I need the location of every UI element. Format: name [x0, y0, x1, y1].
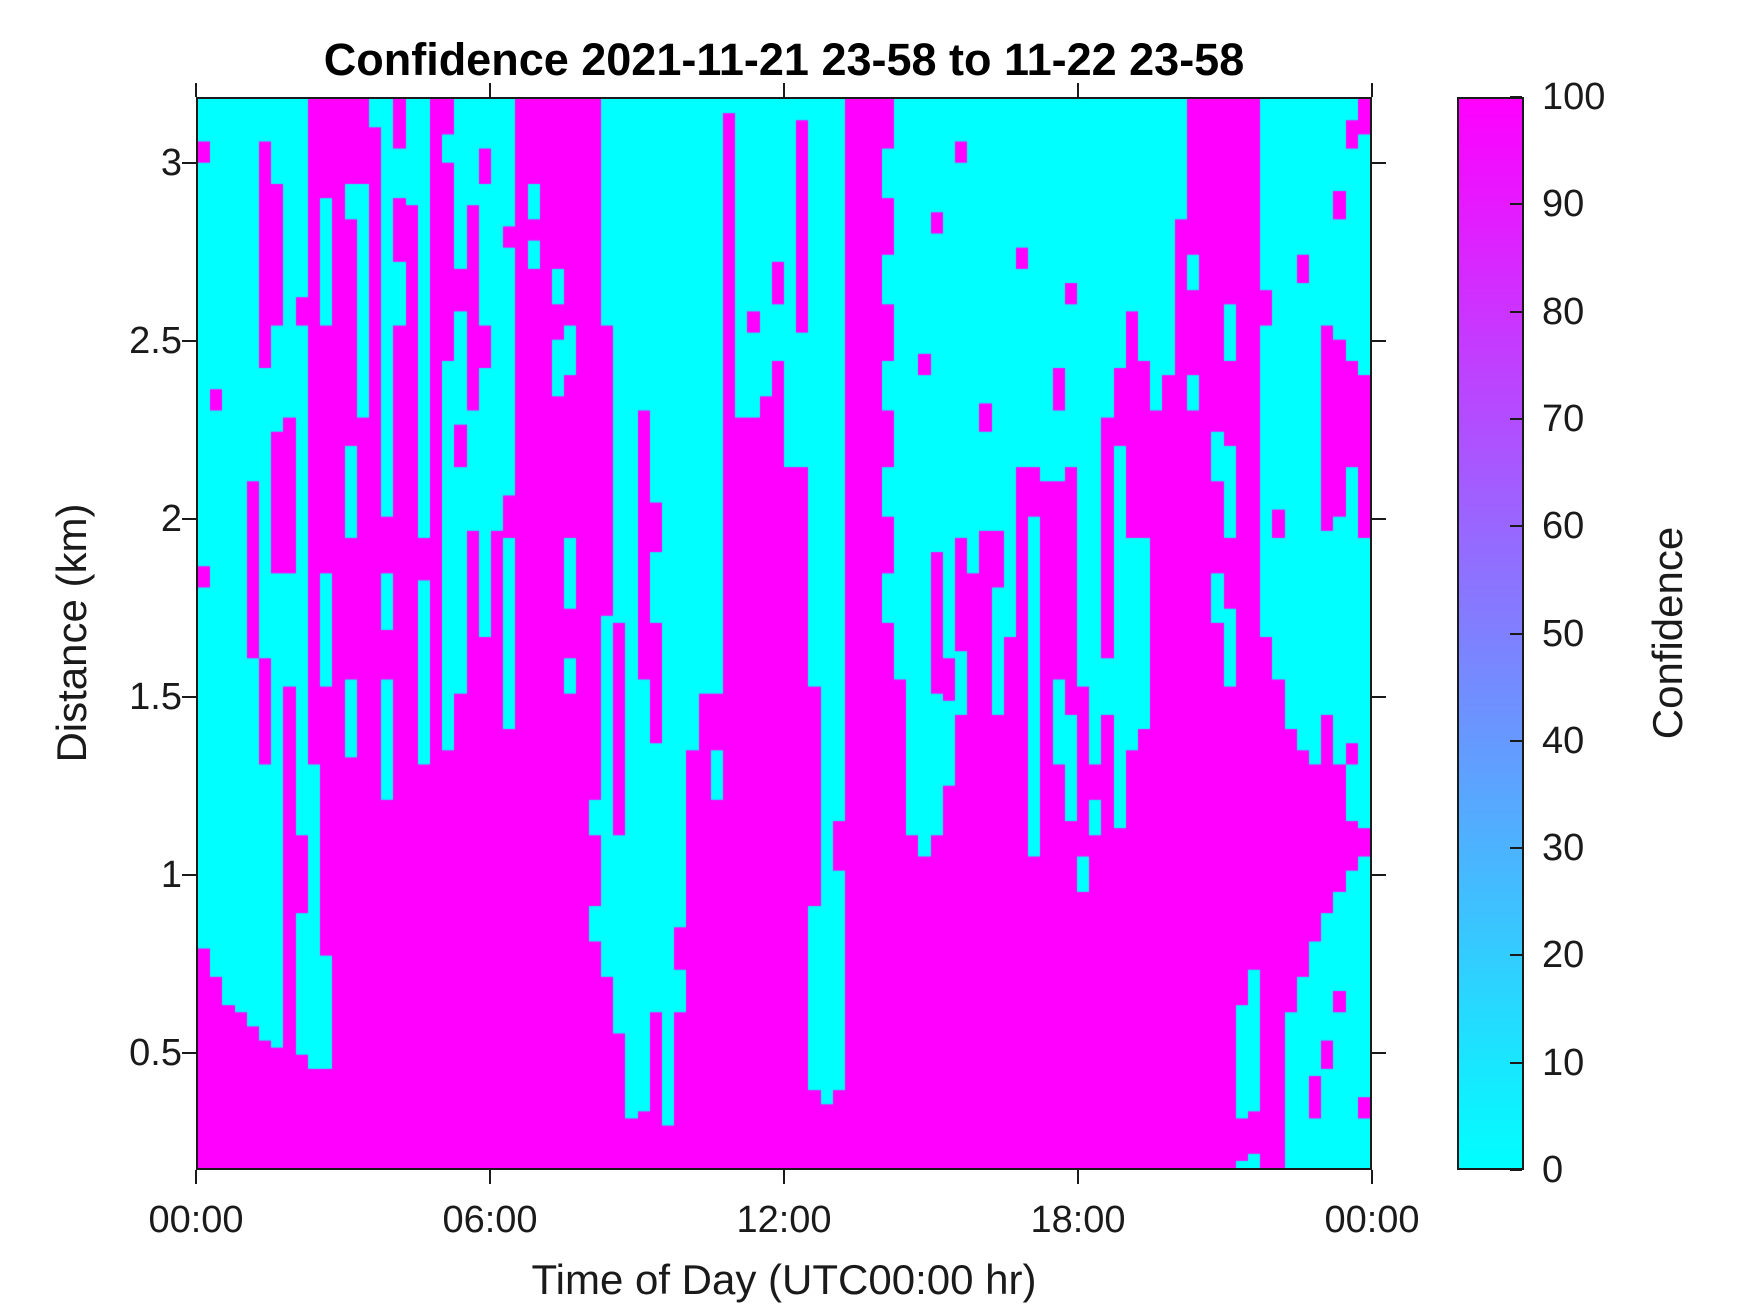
colorbar-tick-label: 50 [1542, 612, 1585, 655]
x-tick-label: 00:00 [148, 1199, 244, 1241]
colorbar-tick-label: 90 [1542, 183, 1585, 226]
colorbar-tick-mark [1510, 739, 1522, 742]
y-tick-mark-left [182, 339, 196, 342]
y-tick-mark-right [1372, 695, 1386, 698]
colorbar-tick-mark [1510, 96, 1522, 98]
x-tick-label: 18:00 [1030, 1199, 1126, 1241]
plot-area [196, 97, 1372, 1170]
y-tick-label: 3 [160, 141, 182, 184]
colorbar-tick-mark [1510, 417, 1522, 420]
colorbar-tick-label: 60 [1542, 505, 1585, 548]
y-tick-mark-right [1372, 873, 1386, 876]
colorbar-tick-mark [1510, 310, 1522, 313]
x-tick-mark-bottom [195, 1170, 197, 1184]
y-tick-label: 2 [160, 497, 182, 540]
colorbar-tick-mark [1510, 1169, 1522, 1171]
y-tick-mark-left [182, 1051, 196, 1054]
y-tick-mark-left [182, 161, 196, 164]
x-tick-mark-top [1371, 83, 1373, 97]
y-tick-label: 1.5 [129, 675, 182, 718]
heatmap-canvas [198, 99, 1370, 1168]
colorbar-tick-label: 70 [1542, 397, 1585, 440]
colorbar-tick-label: 0 [1542, 1149, 1564, 1191]
y-tick-mark-right [1372, 1051, 1386, 1054]
y-axis-label: Distance (km) [48, 503, 95, 763]
y-tick-mark-right [1372, 517, 1386, 520]
colorbar-tick-mark [1510, 632, 1522, 635]
colorbar-tick-label: 20 [1542, 934, 1585, 977]
x-tick-mark-top [783, 83, 785, 97]
y-tick-mark-left [182, 695, 196, 698]
y-tick-mark-left [182, 517, 196, 520]
y-tick-label: 0.5 [129, 1031, 182, 1074]
colorbar-tick-mark [1510, 525, 1522, 528]
colorbar-tick-label: 100 [1542, 76, 1606, 118]
y-tick-label: 1 [160, 853, 182, 896]
colorbar-tick-label: 10 [1542, 1041, 1585, 1084]
x-tick-mark-bottom [489, 1170, 491, 1184]
x-tick-label: 00:00 [1324, 1199, 1420, 1241]
colorbar-tick-mark [1510, 1061, 1522, 1064]
x-tick-label: 06:00 [442, 1199, 538, 1241]
colorbar-tick-mark [1510, 203, 1522, 206]
plot-title: Confidence 2021-11-21 23-58 to 11-22 23-… [323, 34, 1245, 85]
x-tick-mark-bottom [1371, 1170, 1373, 1184]
x-tick-mark-bottom [1077, 1170, 1079, 1184]
y-tick-mark-right [1372, 161, 1386, 164]
x-tick-mark-top [1077, 83, 1079, 97]
colorbar-tick-label: 30 [1542, 827, 1585, 870]
x-tick-mark-bottom [783, 1170, 785, 1184]
colorbar-tick-mark [1510, 954, 1522, 957]
x-axis-label: Time of Day (UTC00:00 hr) [531, 1256, 1037, 1303]
colorbar-tick-label: 40 [1542, 719, 1585, 762]
colorbar-tick-mark [1510, 847, 1522, 850]
y-tick-mark-left [182, 873, 196, 876]
x-tick-mark-top [195, 83, 197, 97]
x-tick-mark-top [489, 83, 491, 97]
y-tick-label: 2.5 [129, 319, 182, 362]
colorbar-tick-label: 80 [1542, 290, 1585, 333]
x-tick-label: 12:00 [736, 1199, 832, 1241]
y-tick-mark-right [1372, 339, 1386, 342]
